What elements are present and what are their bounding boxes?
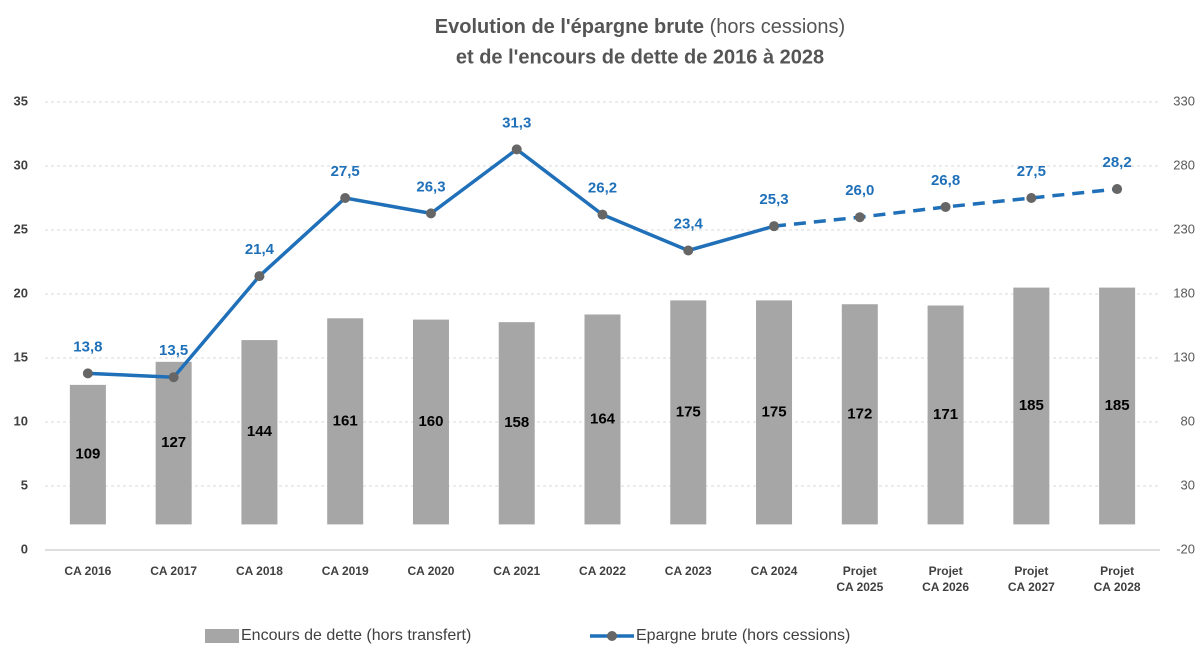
x-tick-label: CA 2021 bbox=[493, 564, 540, 578]
marker bbox=[683, 245, 694, 256]
bar-label: 127 bbox=[161, 434, 186, 451]
y-tick-label: 10 bbox=[14, 413, 28, 428]
y2-tick-label: 330 bbox=[1173, 93, 1195, 108]
bar-label: 160 bbox=[418, 413, 443, 430]
legend-label: Epargne brute (hors cessions) bbox=[636, 627, 850, 644]
x-tick-label: Projet CA 2027 bbox=[1008, 564, 1055, 594]
line-label: 21,4 bbox=[245, 241, 275, 258]
x-tick-label: CA 2016 bbox=[64, 564, 111, 578]
x-tick-label: CA 2019 bbox=[322, 564, 369, 578]
marker bbox=[769, 221, 780, 232]
line-label: 25,3 bbox=[759, 191, 788, 208]
bar bbox=[412, 319, 449, 525]
x-tick-line: CA 2026 bbox=[922, 580, 969, 594]
bar-label: 109 bbox=[75, 446, 100, 463]
x-tick-label: CA 2022 bbox=[579, 564, 626, 578]
y-tick-label: 30 bbox=[14, 157, 28, 172]
bar-label: 158 bbox=[504, 414, 529, 431]
bar bbox=[327, 318, 364, 525]
marker bbox=[1026, 193, 1037, 203]
title-suffix: (hors cessions) bbox=[710, 16, 846, 38]
x-tick-label: CA 2024 bbox=[751, 564, 798, 578]
y2-tick-label: 180 bbox=[1173, 285, 1195, 300]
line-label: 27,5 bbox=[331, 163, 360, 180]
x-tick-line: Projet bbox=[843, 564, 877, 578]
bar bbox=[670, 300, 707, 525]
bar bbox=[241, 340, 278, 525]
y2-tick-label: 80 bbox=[1181, 413, 1195, 428]
y-tick-label: 0 bbox=[21, 541, 28, 556]
x-tick-line: Projet bbox=[1014, 564, 1048, 578]
marker bbox=[168, 372, 179, 383]
marker bbox=[854, 212, 865, 223]
x-tick-label: CA 2023 bbox=[665, 564, 712, 578]
line-label: 28,2 bbox=[1103, 154, 1132, 171]
bar bbox=[756, 300, 793, 525]
line-label: 26,0 bbox=[845, 182, 874, 199]
x-tick-line: Projet bbox=[1100, 564, 1134, 578]
line-label: 26,3 bbox=[416, 178, 445, 195]
y2-tick-label: 280 bbox=[1173, 157, 1195, 172]
line-projection bbox=[773, 187, 1118, 228]
x-tick-label: Projet CA 2025 bbox=[836, 564, 883, 594]
y-tick-label: 25 bbox=[14, 221, 28, 236]
bar-label: 171 bbox=[933, 406, 958, 423]
y2-tick-label: 30 bbox=[1181, 477, 1195, 492]
marker bbox=[597, 209, 608, 220]
x-tick-line: CA 2028 bbox=[1094, 580, 1141, 594]
bar bbox=[584, 314, 621, 525]
y2-tick-label: -20 bbox=[1176, 541, 1195, 556]
legend-marker bbox=[607, 631, 617, 641]
y-tick-label: 35 bbox=[14, 93, 28, 108]
line-label: 13,8 bbox=[73, 338, 102, 355]
y-tick-label: 20 bbox=[14, 285, 28, 300]
x-tick-label: Projet CA 2026 bbox=[922, 564, 969, 594]
marker bbox=[511, 144, 522, 155]
bar bbox=[155, 361, 192, 525]
line-label: 26,2 bbox=[588, 180, 617, 197]
bar-label: 144 bbox=[247, 423, 273, 440]
legend-label: Encours de dette (hors transfert) bbox=[241, 627, 471, 644]
bar bbox=[1099, 287, 1136, 525]
x-tick-line: CA 2027 bbox=[1008, 580, 1055, 594]
y-tick-label: 15 bbox=[14, 349, 28, 364]
title-main: Evolution de l'épargne brute bbox=[435, 16, 704, 38]
x-tick-line: Projet bbox=[929, 564, 963, 578]
bar bbox=[1013, 287, 1050, 525]
x-tick-label: CA 2017 bbox=[150, 564, 197, 578]
legend-swatch bbox=[205, 629, 239, 643]
marker bbox=[340, 193, 351, 203]
marker bbox=[425, 208, 436, 219]
bar bbox=[69, 384, 106, 525]
line-label: 23,4 bbox=[674, 215, 704, 232]
bar-label: 175 bbox=[762, 403, 787, 420]
bar-label: 185 bbox=[1019, 397, 1044, 414]
bar bbox=[841, 304, 878, 525]
line-label: 26,8 bbox=[931, 172, 960, 189]
marker bbox=[1112, 184, 1123, 195]
bar-label: 185 bbox=[1105, 397, 1130, 414]
line-label: 31,3 bbox=[502, 114, 531, 131]
marker bbox=[940, 201, 951, 212]
bar bbox=[927, 305, 964, 525]
bar bbox=[498, 322, 535, 525]
y-tick-label: 5 bbox=[21, 477, 28, 492]
chart-title-line2: et de l'encours de dette de 2016 à 2028 bbox=[456, 46, 824, 68]
bar-label: 175 bbox=[676, 403, 701, 420]
x-tick-label: Projet CA 2028 bbox=[1094, 564, 1141, 594]
bar-label: 172 bbox=[847, 405, 872, 422]
x-tick-label: CA 2020 bbox=[408, 564, 455, 578]
line-label: 27,5 bbox=[1017, 163, 1046, 180]
bar-label: 161 bbox=[333, 412, 358, 429]
chart-title: Evolution de l'épargne brute (hors cessi… bbox=[435, 16, 845, 38]
marker bbox=[82, 368, 93, 379]
y2-tick-label: 230 bbox=[1173, 221, 1195, 236]
x-tick-line: CA 2025 bbox=[836, 580, 883, 594]
line-label: 13,5 bbox=[159, 342, 188, 359]
y2-tick-label: 130 bbox=[1173, 349, 1195, 364]
x-tick-label: CA 2018 bbox=[236, 564, 283, 578]
marker bbox=[254, 271, 265, 282]
bar-label: 164 bbox=[590, 410, 616, 427]
